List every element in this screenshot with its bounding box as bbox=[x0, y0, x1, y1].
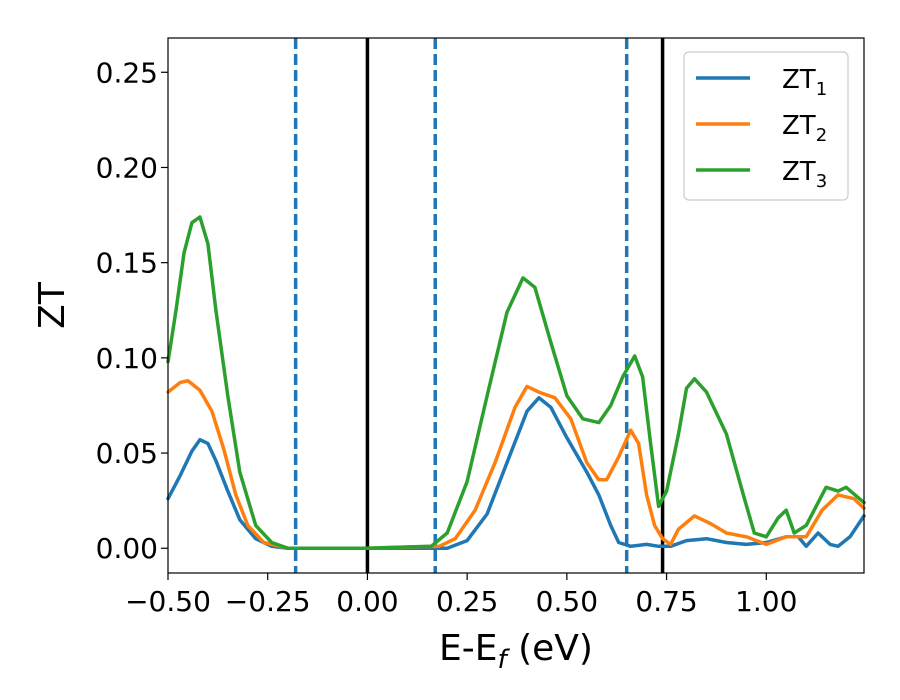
x-tick-label: 0.75 bbox=[635, 585, 697, 618]
x-tick-label: 0.25 bbox=[436, 585, 498, 618]
legend-label-1: ZT1 bbox=[782, 65, 827, 100]
y-tick-label: 0.00 bbox=[96, 532, 158, 565]
legend-box bbox=[683, 51, 849, 201]
series-line-2 bbox=[166, 378, 866, 550]
y-tick-label: 0.05 bbox=[96, 437, 158, 470]
series-line-3 bbox=[166, 215, 866, 550]
y-tick-label: 0.20 bbox=[96, 151, 158, 184]
reference-lines bbox=[293, 38, 665, 573]
series-lines bbox=[166, 215, 866, 550]
plot-frame bbox=[167, 37, 865, 574]
y-axis-label: ZT bbox=[32, 281, 73, 329]
x-axis-ticks: −0.50 −0.25 0.00 0.25 0.50 0.75 1.00 bbox=[125, 573, 797, 618]
y-tick-label: 0.10 bbox=[96, 342, 158, 375]
y-tick-label: 0.25 bbox=[96, 56, 158, 89]
x-tick-label: −0.50 bbox=[125, 585, 211, 618]
y-tick-label: 0.15 bbox=[96, 247, 158, 280]
legend: ZT1 ZT2 ZT3 bbox=[683, 51, 849, 201]
y-axis-ticks: 0.00 0.05 0.10 0.15 0.20 0.25 bbox=[96, 56, 168, 565]
x-axis-label: E-Ef (eV) bbox=[439, 628, 593, 675]
legend-label-2: ZT2 bbox=[782, 111, 827, 146]
legend-label-3: ZT3 bbox=[782, 157, 827, 192]
x-tick-label: 1.00 bbox=[735, 585, 797, 618]
series-line-1 bbox=[166, 396, 866, 550]
x-tick-label: 0.00 bbox=[336, 585, 398, 618]
x-tick-label: 0.50 bbox=[536, 585, 598, 618]
x-tick-label: −0.25 bbox=[225, 585, 311, 618]
